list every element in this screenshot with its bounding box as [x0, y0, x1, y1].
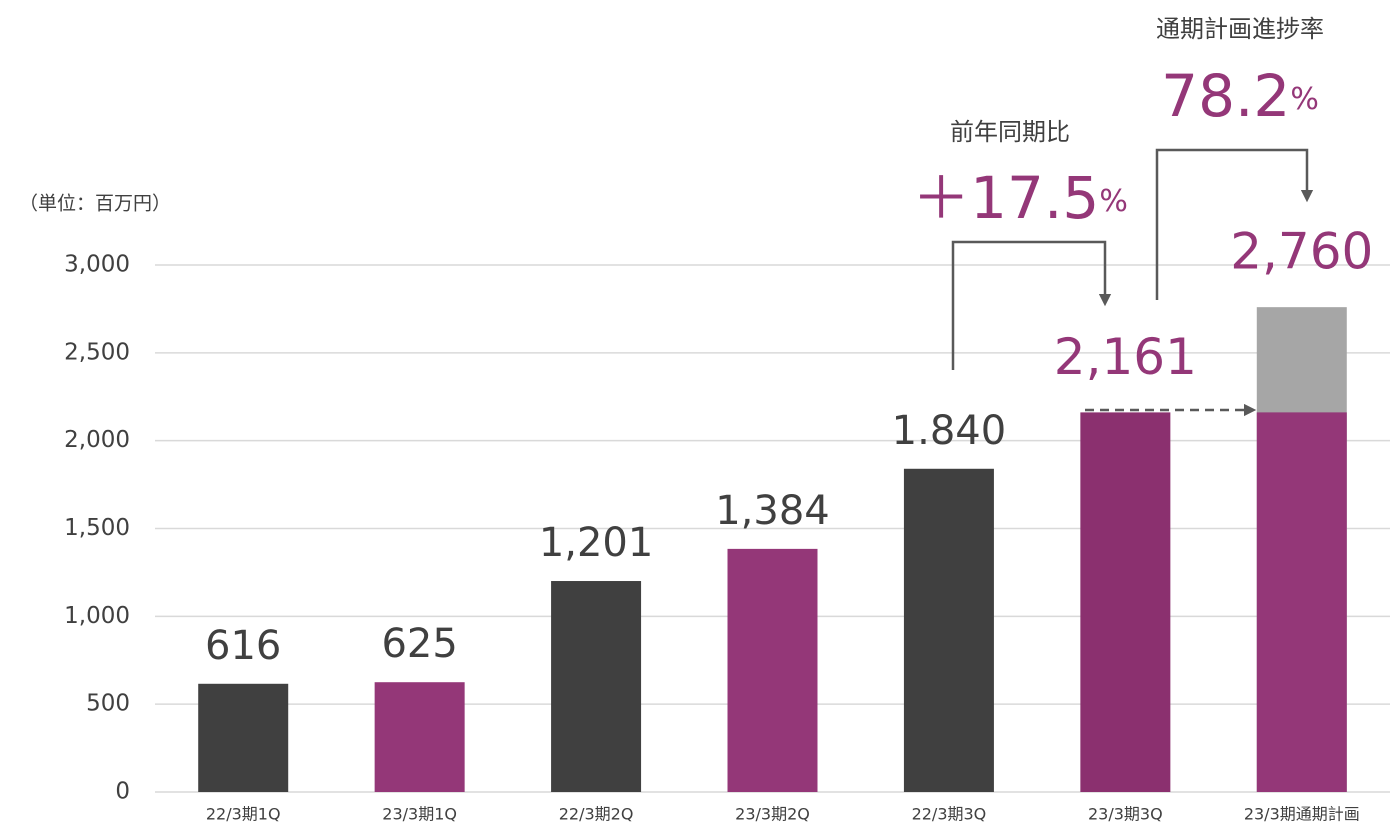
bar	[727, 548, 818, 792]
yoy-arrow	[951, 240, 1112, 370]
value-label: 1,384	[715, 488, 830, 534]
annotation-number: 78.2	[1161, 62, 1290, 130]
annotation-label: 前年同期比	[950, 118, 1070, 146]
progress-arrow	[1155, 148, 1314, 300]
x-tick-label: 22/3期3Q	[912, 805, 987, 824]
value-label: 1.840	[892, 408, 1007, 454]
progress-bar	[1256, 412, 1347, 792]
annotation-unit: %	[1290, 82, 1319, 117]
annotation-label: 通期計画進捗率	[1156, 15, 1324, 43]
annotation-value: 78.2%	[1161, 62, 1319, 130]
value-label: 1,201	[539, 520, 654, 566]
y-tick-label: 1,500	[64, 515, 130, 541]
value-label: 2,161	[1054, 328, 1197, 386]
bar	[374, 682, 465, 792]
annotation-value: ＋17.5%	[912, 164, 1128, 232]
x-tick-label: 23/3期1Q	[382, 805, 457, 824]
x-tick-label: 23/3期3Q	[1088, 805, 1163, 824]
value-label: 625	[381, 621, 457, 667]
value-label: 2,760	[1230, 223, 1373, 281]
bar	[1080, 412, 1171, 792]
value-label: 616	[205, 623, 281, 669]
annotation-unit: %	[1099, 184, 1128, 219]
x-tick-label: 22/3期2Q	[559, 805, 634, 824]
y-tick-label: 0	[115, 779, 130, 805]
bar	[551, 581, 642, 792]
y-tick-label: 2,000	[64, 427, 130, 453]
bar	[903, 468, 994, 792]
x-tick-label: 23/3期2Q	[735, 805, 810, 824]
y-tick-label: 2,500	[64, 339, 130, 365]
bar	[198, 683, 289, 792]
annotation-number: ＋17.5	[912, 164, 1099, 232]
y-tick-label: 500	[86, 691, 130, 717]
x-tick-label: 23/3期通期計画	[1244, 805, 1360, 824]
y-axis-label: （単位：百万円）	[19, 193, 171, 215]
x-tick-label: 22/3期1Q	[206, 805, 281, 824]
y-tick-label: 3,000	[64, 252, 130, 278]
y-tick-label: 1,000	[64, 603, 130, 629]
